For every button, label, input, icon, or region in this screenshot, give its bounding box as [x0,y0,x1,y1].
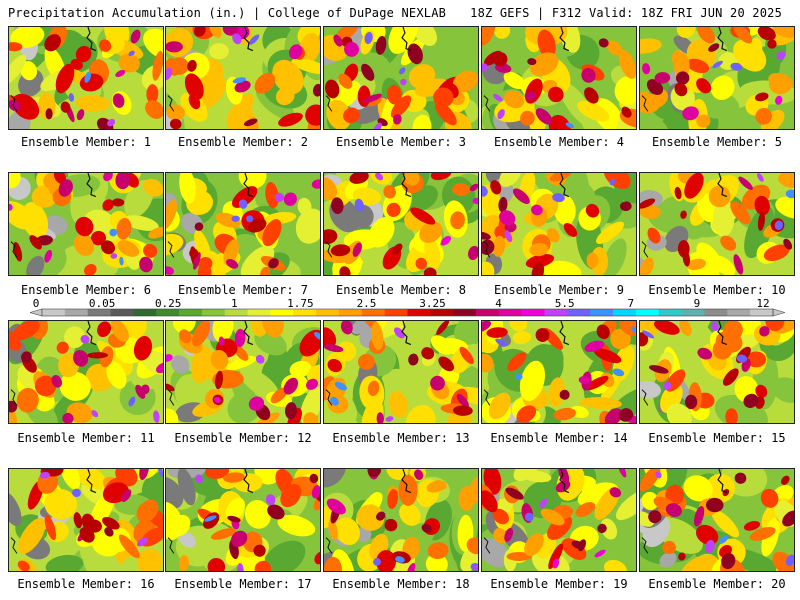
ensemble-member-map-panel [8,468,164,572]
colorbar-tick-label: 12 [756,298,769,310]
colorbar-swatch [179,309,203,316]
colorbar-swatch [247,309,271,316]
ensemble-member-map-panel [165,468,321,572]
colorbar-swatch [110,309,134,316]
colorbar-swatch [201,309,226,316]
colorbar-swatch [64,309,88,316]
colorbar-arrow-high [772,308,785,317]
colorbar-swatch [521,309,545,316]
ensemble-member-map-panel [481,26,637,130]
colorbar-swatch [681,309,705,316]
colorbar-tick-label: 4 [495,298,502,310]
colorbar-swatch [453,309,477,316]
ensemble-member-map-panel [481,468,637,572]
colorbar-swatch [270,309,294,316]
ensemble-member-map-panel [323,26,479,130]
colorbar-swatch [635,309,660,316]
colorbar-swatch [87,309,111,316]
colorbar-swatch [750,309,774,316]
ensemble-member-label: Ensemble Member: 16 [17,577,155,591]
ensemble-member-map-panel [481,172,637,276]
ensemble-member-label: Ensemble Member: 18 [332,577,470,591]
ensemble-member-label: Ensemble Member: 4 [493,135,625,149]
ensemble-member-label: Ensemble Member: 20 [648,577,786,591]
ensemble-member-label: Ensemble Member: 7 [177,283,309,297]
ensemble-member-map-panel [8,172,164,276]
ensemble-member-map-panel [323,172,479,276]
colorbar-swatch [293,309,317,316]
colorbar-swatch [613,309,637,316]
ensemble-member-label: Ensemble Member: 1 [20,135,152,149]
colorbar-tick-label: 0 [33,298,40,310]
colorbar-tick-label: 0.05 [89,298,116,310]
colorbar-swatch [407,309,431,316]
ensemble-member-map-panel [165,172,321,276]
ensemble-member-label: Ensemble Member: 3 [335,135,467,149]
ensemble-member-label: Ensemble Member: 5 [651,135,783,149]
colorbar-swatch [361,309,385,316]
ensemble-member-map-panel [8,320,164,424]
ensemble-member-map-panel [481,320,637,424]
colorbar-tick-label: 7 [627,298,634,310]
colorbar-swatch [156,309,180,316]
colorbar-swatch [316,309,340,316]
ensemble-member-label: Ensemble Member: 17 [174,577,312,591]
colorbar-tick-label: 1 [231,298,238,310]
ensemble-member-map-panel [323,468,479,572]
colorbar-swatch [42,309,66,316]
ensemble-member-label: Ensemble Member: 2 [177,135,309,149]
ensemble-member-label: Ensemble Member: 10 [648,283,786,297]
precip-colorbar: 0 0.05 0.25 1 1.75 2.5 3.25 4 5.5 7 9 12 [30,298,785,318]
colorbar-swatch [498,309,523,316]
ensemble-member-label: Ensemble Member: 13 [332,431,470,445]
colorbar-swatch [133,309,157,316]
ensemble-member-map-panel [639,320,795,424]
colorbar-tick-label: 2.5 [357,298,377,310]
colorbar-swatch [590,309,614,316]
model-valid-time: 18Z GEFS | F312 Valid: 18Z FRI JUN 20 20… [470,6,782,20]
colorbar-tick-label: 1.75 [287,298,314,310]
ensemble-member-label: Ensemble Member: 15 [648,431,786,445]
colorbar-tick-label: 0.25 [155,298,182,310]
colorbar-swatch [567,309,591,316]
ensemble-member-label: Ensemble Member: 11 [17,431,155,445]
colorbar-swatch [658,309,682,316]
colorbar-swatch [430,309,454,316]
colorbar-swatch [727,309,751,316]
ensemble-member-map-panel [323,320,479,424]
colorbar-arrow-low [30,308,43,317]
ensemble-member-label: Ensemble Member: 12 [174,431,312,445]
colorbar-swatch [384,309,408,316]
colorbar-swatch [704,309,728,316]
ensemble-member-label: Ensemble Member: 6 [20,283,152,297]
ensemble-member-map-panel [165,320,321,424]
colorbar-tick-label: 3.25 [419,298,446,310]
colorbar-tick-label: 5.5 [555,298,575,310]
ensemble-member-label: Ensemble Member: 19 [490,577,628,591]
ensemble-member-map-panel [639,26,795,130]
ensemble-member-map-panel [639,468,795,572]
colorbar-swatch [224,309,248,316]
ensemble-member-map-panel [639,172,795,276]
ensemble-member-label: Ensemble Member: 8 [335,283,467,297]
ensemble-member-label: Ensemble Member: 9 [493,283,625,297]
colorbar-tick-label: 9 [694,298,701,310]
colorbar-swatch [544,309,568,316]
colorbar-swatch [476,309,500,316]
colorbar-swatch [338,309,363,316]
ensemble-member-map-panel [8,26,164,130]
ensemble-member-map-panel [165,26,321,130]
map-title: Precipitation Accumulation (in.) | Colle… [8,6,447,20]
ensemble-member-label: Ensemble Member: 14 [490,431,628,445]
